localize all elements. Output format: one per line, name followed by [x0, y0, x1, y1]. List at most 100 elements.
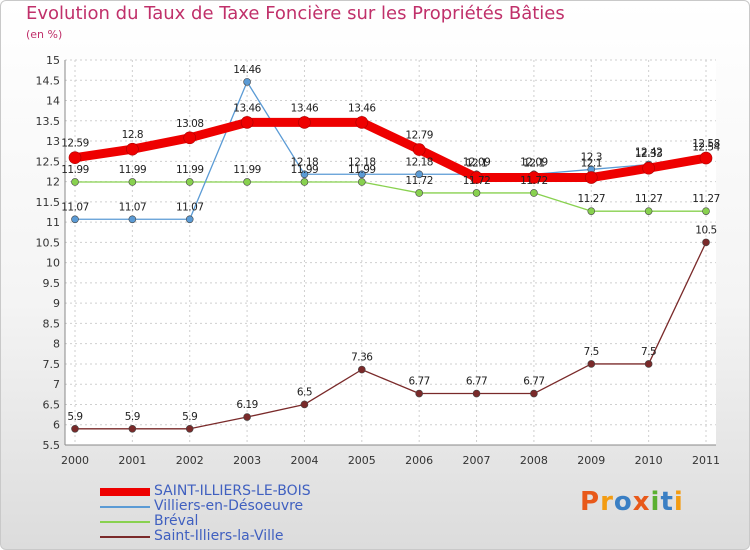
data-label-series-0: 12.59: [61, 138, 89, 150]
data-label-series-0: 12.1: [523, 158, 544, 170]
data-label-series-3: 10.5: [695, 224, 716, 236]
y-tick-label: 6.5: [43, 398, 61, 411]
data-label-series-1: 12.18: [291, 156, 319, 168]
data-point-series-1: [243, 78, 251, 86]
data-point-series-0: [68, 151, 82, 164]
x-tick-label: 2007: [463, 454, 491, 467]
data-label-series-3: 7.5: [641, 346, 656, 358]
legend-swatch: [100, 506, 150, 508]
data-label-series-0: 13.46: [233, 102, 261, 114]
y-tick-label: 11.5: [36, 196, 61, 209]
data-label-series-0: 13.46: [348, 102, 376, 114]
legend-label: Bréval: [154, 513, 199, 529]
data-label-series-2: 11.99: [233, 164, 261, 176]
data-point-series-2: [300, 178, 309, 186]
data-point-series-2: [128, 178, 137, 186]
legend-swatch: [100, 521, 150, 523]
data-point-series-1: [300, 170, 309, 179]
data-label-series-3: 5.9: [67, 411, 82, 423]
legend-label: Saint-Illiers-la-Ville: [154, 528, 284, 544]
legend: SAINT-ILLIERS-LE-BOIS Villiers-en-Désoeu…: [100, 484, 400, 544]
y-tick-label: 9: [53, 297, 60, 310]
data-label-series-2: 11.27: [692, 193, 720, 205]
y-tick-label: 12.5: [36, 155, 61, 168]
y-tick-label: 15: [46, 54, 60, 67]
data-label-series-3: 6.19: [236, 399, 257, 411]
data-label-series-2: 11.99: [61, 164, 89, 176]
data-label-series-0: 12.8: [122, 129, 143, 141]
y-tick-label: 7.5: [43, 358, 61, 371]
data-point-series-3: [472, 389, 481, 398]
legend-swatch: [100, 488, 150, 496]
data-label-series-0: 12.1: [466, 158, 487, 170]
data-label-series-2: 11.99: [176, 164, 204, 176]
data-label-series-1: 12.09: [463, 156, 491, 168]
data-label-series-3: 6.77: [408, 376, 429, 388]
data-point-series-3: [243, 413, 251, 421]
y-tick-label: 6: [53, 419, 60, 432]
x-tick-label: 2009: [577, 454, 605, 467]
logo-letter: r: [600, 487, 614, 517]
data-point-series-0: [355, 116, 369, 129]
data-point-series-2: [702, 207, 710, 215]
series-line-0: [70, 117, 711, 183]
x-tick-label: 2006: [405, 454, 433, 467]
data-point-series-2: [587, 207, 596, 215]
data-label-series-0: 12.33: [635, 148, 663, 160]
legend-swatch: [100, 536, 150, 538]
data-point-series-0: [298, 116, 311, 129]
x-tick-label: 2004: [290, 454, 318, 467]
data-point-series-3: [71, 424, 79, 433]
data-point-series-2: [472, 189, 481, 197]
proxiti-logo: Proxiti: [580, 487, 684, 517]
data-label-series-3: 6.5: [297, 386, 312, 398]
y-tick-label: 7: [53, 378, 60, 391]
data-label-series-2: 11.99: [291, 164, 319, 176]
x-tick-label: 2000: [61, 454, 89, 467]
y-tick-label: 14.5: [36, 74, 61, 87]
series-line-1: [74, 81, 707, 220]
data-label-series-3: 7.5: [584, 346, 599, 358]
data-label-series-2: 11.27: [635, 193, 663, 205]
data-label-series-1: 11.07: [176, 201, 204, 213]
data-label-series-3: 5.9: [182, 411, 197, 423]
data-point-series-3: [587, 360, 596, 368]
data-point-series-0: [126, 142, 139, 156]
x-tick-label: 2002: [176, 454, 204, 467]
legend-item-saint-illiers-le-bois: SAINT-ILLIERS-LE-BOIS: [100, 484, 400, 499]
series-line-2: [74, 181, 707, 212]
legend-label: SAINT-ILLIERS-LE-BOIS: [154, 483, 311, 499]
legend-item-villiers-en-desoeuvre: Villiers-en-Désoeuvre: [100, 499, 400, 514]
data-label-series-2: 11.27: [577, 193, 605, 205]
chart-title: Evolution du Taux de Taxe Foncière sur l…: [26, 3, 565, 24]
x-tick-label: 2001: [118, 454, 146, 467]
data-point-series-3: [702, 238, 710, 247]
data-label-series-1: 14.46: [233, 64, 261, 76]
data-label-series-1: 11.07: [61, 201, 89, 213]
y-tick-label: 11: [46, 216, 60, 229]
y-tick-label: 12: [46, 176, 60, 189]
data-point-series-3: [644, 360, 653, 368]
data-point-series-1: [358, 170, 366, 179]
y-tick-label: 8: [53, 338, 60, 351]
legend-label: Villiers-en-Désoeuvre: [154, 498, 304, 514]
data-label-series-3: 5.9: [125, 411, 140, 423]
data-point-series-1: [415, 170, 423, 179]
logo-letter: t: [660, 487, 674, 517]
data-point-series-0: [412, 143, 426, 156]
y-tick-label: 8.5: [43, 317, 61, 330]
data-label-series-1: 12.18: [405, 156, 433, 168]
data-point-series-0: [470, 171, 483, 184]
data-label-series-2: 11.99: [348, 164, 376, 176]
y-tick-label: 10.5: [36, 236, 61, 249]
data-label-series-0: 13.08: [176, 118, 204, 130]
data-point-series-2: [415, 189, 423, 197]
logo-letter: P: [580, 487, 601, 517]
data-point-series-2: [185, 178, 194, 186]
data-label-series-2: 11.72: [463, 175, 491, 187]
x-tick-label: 2010: [635, 454, 663, 467]
data-point-series-0: [527, 171, 541, 184]
logo-letter: x: [632, 487, 651, 517]
data-point-series-1: [185, 215, 194, 224]
plot-area: [65, 60, 716, 445]
